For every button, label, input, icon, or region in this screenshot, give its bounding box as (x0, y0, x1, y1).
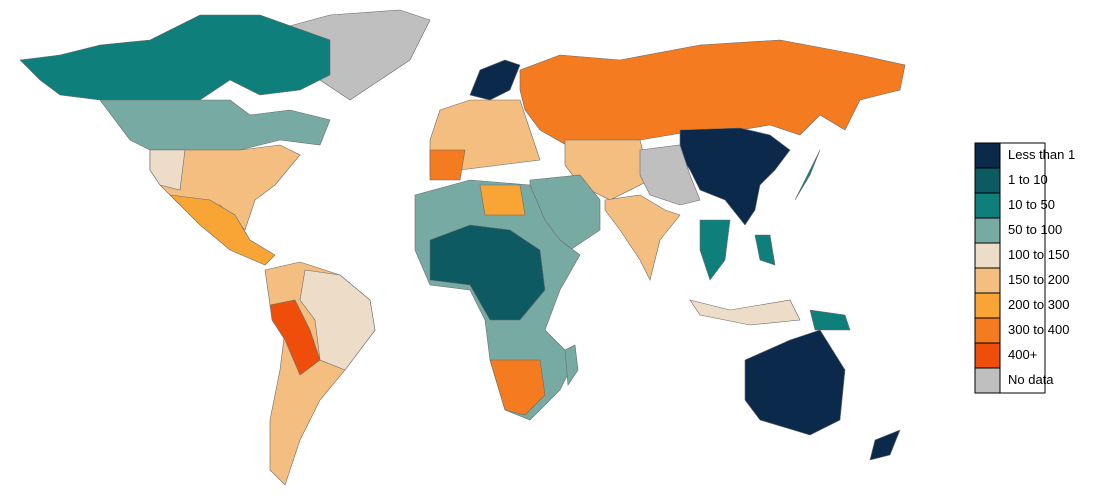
legend-label: 400+ (1008, 347, 1037, 362)
new-zealand (869, 429, 901, 461)
legend: Less than 1 1 to 10 10 to 50 50 to 100 100 t… (974, 142, 1075, 394)
legend-swatch (974, 267, 1001, 294)
peru-bolivia (269, 299, 321, 376)
legend-label: 10 to 50 (1008, 197, 1055, 212)
australia (744, 329, 846, 436)
brazil (299, 269, 376, 371)
usa-west (149, 149, 186, 191)
legend-label: 1 to 10 (1008, 172, 1048, 187)
iberia (429, 149, 466, 181)
central-africa (429, 224, 546, 321)
legend-swatch (974, 292, 1001, 319)
mexico (169, 194, 276, 266)
legend-label: 150 to 200 (1008, 272, 1069, 287)
canada-south (99, 99, 331, 151)
legend-swatch (974, 367, 1001, 394)
legend-swatch (974, 142, 1001, 169)
indonesia (689, 299, 801, 326)
legend-swatch (974, 242, 1001, 269)
legend-swatch (974, 167, 1001, 194)
japan (794, 149, 821, 201)
libya (479, 184, 526, 216)
indochina (699, 219, 731, 281)
legend-label: 300 to 400 (1008, 322, 1069, 337)
southern-africa (489, 359, 546, 416)
legend-label: Less than 1 (1008, 147, 1075, 162)
india (604, 194, 681, 281)
legend-label: 50 to 100 (1008, 222, 1062, 237)
western-china (639, 144, 701, 206)
scandinavia (469, 59, 521, 101)
legend-label: 100 to 150 (1008, 247, 1069, 262)
legend-swatch (974, 217, 1001, 244)
legend-swatch (974, 342, 1001, 369)
map-regions (19, 9, 906, 486)
china-mongolia (679, 127, 791, 226)
legend-label: No data (1008, 372, 1054, 387)
papua-new-guinea (809, 309, 851, 331)
madagascar (564, 344, 579, 386)
legend-swatch (974, 317, 1001, 344)
legend-label: 200 to 300 (1008, 297, 1069, 312)
philippines (754, 234, 776, 266)
canada-north (19, 14, 331, 101)
russia (519, 39, 906, 151)
legend-swatch (974, 192, 1001, 219)
